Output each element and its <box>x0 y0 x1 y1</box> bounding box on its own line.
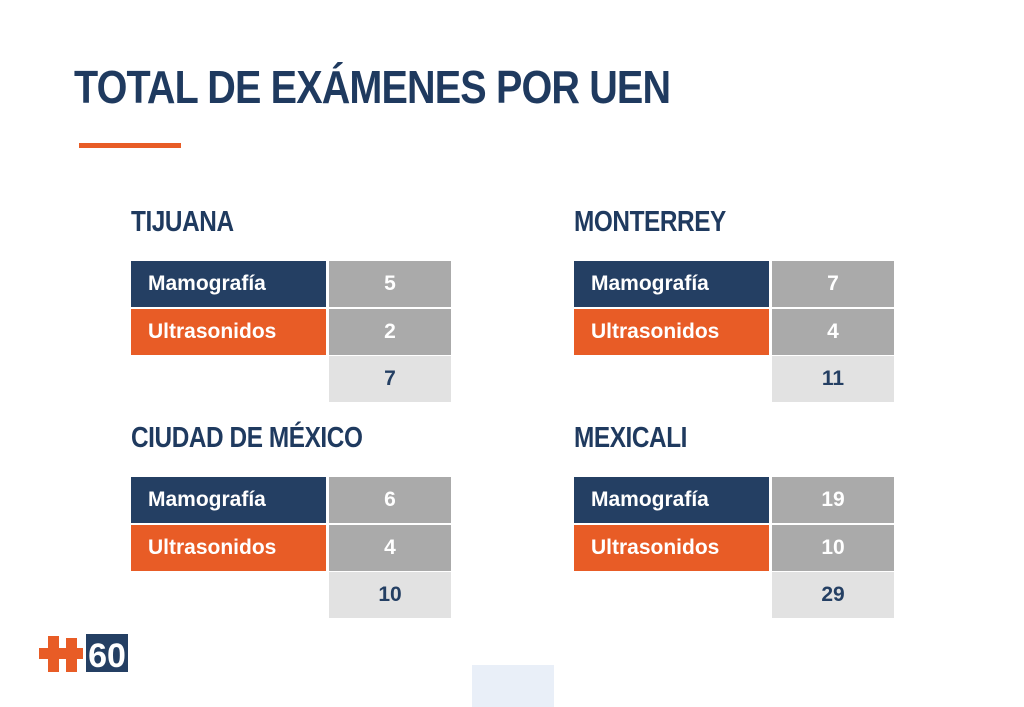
city-title: MEXICALI <box>574 422 688 454</box>
row-value: 7 <box>772 261 894 307</box>
footer-placeholder <box>472 665 554 707</box>
row-label: Ultrasonidos <box>574 309 769 355</box>
cross-60-logo-icon: 60 <box>39 634 128 674</box>
city-block-cdmx: CIUDAD DE MÉXICO Mamografía 6 Ultrasonid… <box>131 422 461 622</box>
total-cell: 10 <box>329 572 451 618</box>
row-label: Mamografía <box>574 477 769 523</box>
total-cell: 11 <box>772 356 894 402</box>
city-block-monterrey: MONTERREY Mamografía 7 Ultrasonidos 4 11 <box>574 206 904 406</box>
row-value: 5 <box>329 261 451 307</box>
page-title: TOTAL DE EXÁMENES POR UEN <box>74 61 671 113</box>
city-title: TIJUANA <box>131 206 234 238</box>
total-cell: 29 <box>772 572 894 618</box>
row-label: Ultrasonidos <box>131 309 326 355</box>
row-value: 10 <box>772 525 894 571</box>
total-cell: 7 <box>329 356 451 402</box>
row-value: 4 <box>772 309 894 355</box>
city-title: CIUDAD DE MÉXICO <box>131 422 363 454</box>
city-block-tijuana: TIJUANA Mamografía 5 Ultrasonidos 2 7 <box>131 206 461 406</box>
row-value: 4 <box>329 525 451 571</box>
city-block-mexicali: MEXICALI Mamografía 19 Ultrasonidos 10 2… <box>574 422 904 622</box>
row-label: Mamografía <box>574 261 769 307</box>
city-title: MONTERREY <box>574 206 726 238</box>
row-label: Mamografía <box>131 477 326 523</box>
row-label: Mamografía <box>131 261 326 307</box>
logo-text: 60 <box>88 637 126 674</box>
row-value: 2 <box>329 309 451 355</box>
title-underline <box>79 143 181 148</box>
row-value: 6 <box>329 477 451 523</box>
row-label: Ultrasonidos <box>131 525 326 571</box>
row-value: 19 <box>772 477 894 523</box>
row-label: Ultrasonidos <box>574 525 769 571</box>
